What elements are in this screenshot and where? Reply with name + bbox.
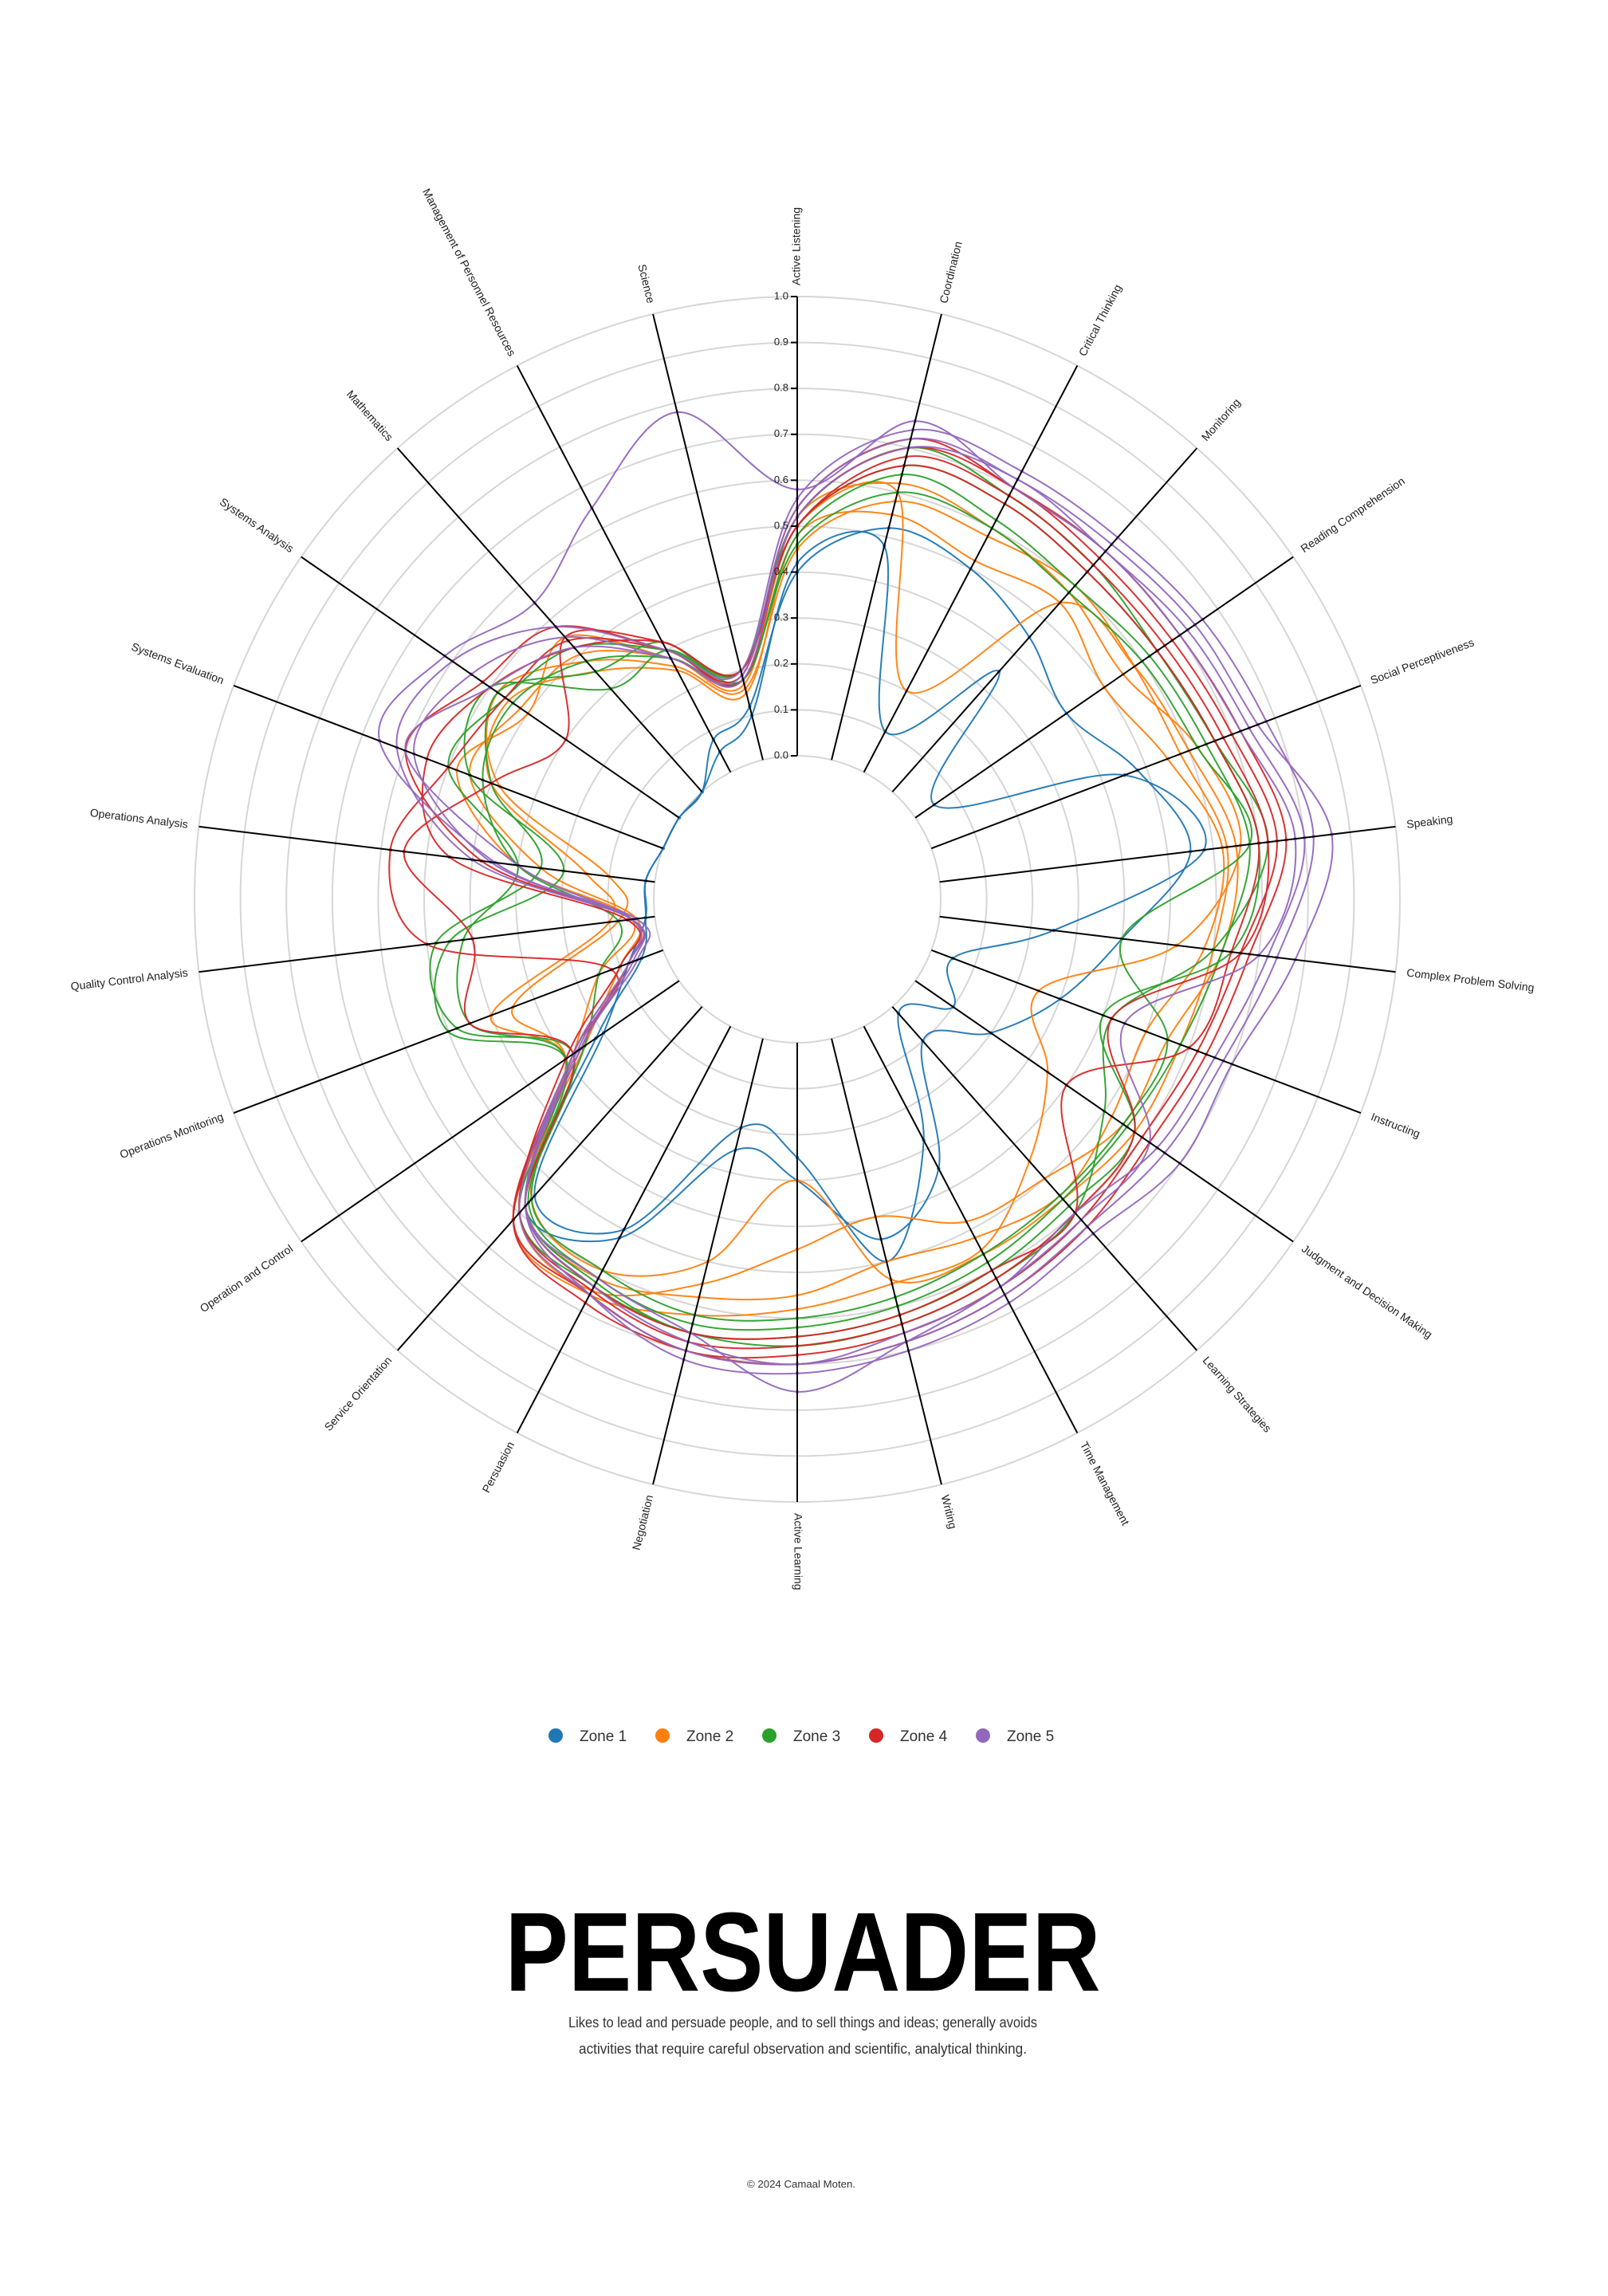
axis-label: Operations Analysis <box>89 806 189 831</box>
axis-label: Active Listening <box>790 207 803 285</box>
axis-line <box>891 1006 1198 1351</box>
axis-label: Judgment and Decision Making <box>1299 1242 1435 1341</box>
legend-label: Zone 1 <box>580 1728 627 1745</box>
axis-line <box>199 915 655 973</box>
axis-line <box>831 1038 942 1485</box>
legend-swatch <box>976 1728 990 1743</box>
axis-label: Complex Problem Solving <box>1406 966 1535 994</box>
legend-item-zone-2: Zone 2 <box>655 1728 733 1745</box>
axis-line <box>233 949 664 1115</box>
axis-line <box>939 825 1396 883</box>
axis-label: Instructing <box>1370 1110 1422 1140</box>
series-line-zone-4 <box>421 455 1270 1350</box>
tick-label: 1.0 <box>774 289 788 301</box>
legend-swatch <box>762 1728 776 1743</box>
legend-label: Zone 5 <box>1007 1728 1054 1745</box>
series-line-zone-5 <box>413 437 1334 1375</box>
axis-label: Mathematics <box>344 387 396 443</box>
series-line-zone-3 <box>482 491 1252 1322</box>
axis-line <box>891 447 1198 792</box>
tick-label: 0.4 <box>774 565 788 577</box>
series-line-zone-2 <box>486 500 1229 1284</box>
axis-line <box>914 980 1294 1243</box>
axis-line <box>516 365 732 773</box>
axis-label: Critical Thinking <box>1076 282 1124 358</box>
radar-chart: Active Listening Coordination Critical Thi… <box>70 187 1535 1590</box>
legend: Zone 1 Zone 2 Zone 3 Zone 4 Zone 5 <box>548 1728 1054 1745</box>
legend-swatch <box>548 1728 563 1743</box>
tick-label: 0.3 <box>774 611 788 623</box>
tick-label: 0.9 <box>774 336 788 348</box>
axis-label: Active Learning <box>792 1513 804 1590</box>
axis-line <box>396 447 703 792</box>
axis-label: Operations Monitoring <box>118 1110 225 1161</box>
grid-circle <box>607 709 988 1090</box>
axis-line <box>863 1025 1079 1433</box>
series-line-zone-4 <box>388 446 1278 1359</box>
axis-label: Learning Strategies <box>1201 1354 1274 1434</box>
axis-label: Quality Control Analysis <box>70 966 189 993</box>
axis-line <box>652 1038 764 1485</box>
axis-label: Social Perceptiveness <box>1369 635 1476 686</box>
axis-line <box>939 915 1396 973</box>
axis-line <box>930 684 1362 850</box>
tick-label: 0.6 <box>774 474 788 486</box>
axis-line <box>914 556 1294 819</box>
axis-line <box>301 556 680 819</box>
axis-label: Negotiation <box>630 1493 655 1551</box>
series-line-zone-2 <box>485 510 1225 1301</box>
tick-label: 0.0 <box>774 749 788 761</box>
axis-label: Operation and Control <box>198 1242 295 1315</box>
series-line-zone-4 <box>403 464 1260 1340</box>
axis-label: Time Management <box>1078 1439 1132 1527</box>
tick-label: 0.7 <box>774 427 788 439</box>
axis-label: Speaking <box>1406 812 1453 831</box>
axis-line <box>301 980 680 1243</box>
legend-item-zone-4: Zone 4 <box>869 1728 948 1745</box>
axis-line <box>652 313 764 761</box>
axis-label: Science <box>635 263 658 305</box>
axis-line <box>863 365 1079 773</box>
copyright-footer: © 2024 Camaal Moten. <box>747 2178 855 2190</box>
legend-item-zone-3: Zone 3 <box>762 1728 840 1745</box>
axis-label: Reading Comprehension <box>1298 474 1407 555</box>
axis-label: Coordination <box>937 240 965 305</box>
axis-label: Writing <box>939 1493 960 1530</box>
axis-line <box>233 684 664 850</box>
axis-line <box>396 1006 703 1351</box>
series-line-zone-3 <box>429 474 1251 1331</box>
axis-label: Persuasion <box>479 1439 517 1494</box>
tick-label: 0.5 <box>774 519 788 531</box>
description-line-1: Likes to lead and persuade people, and t… <box>568 2015 1037 2031</box>
legend-item-zone-1: Zone 1 <box>548 1728 627 1745</box>
axis-line <box>831 313 942 761</box>
poster-title: PERSUADER <box>505 1889 1101 2015</box>
axes: Active Listening Coordination Critical Thi… <box>70 187 1535 1590</box>
legend-swatch <box>655 1728 670 1743</box>
axis-line <box>930 949 1362 1115</box>
axis-label: Systems Evaluation <box>130 640 226 687</box>
axis-line <box>516 1025 732 1433</box>
axis-label: Systems Analysis <box>218 495 297 555</box>
legend-label: Zone 2 <box>686 1728 733 1745</box>
axis-label: Service Orientation <box>321 1354 394 1433</box>
series-line-zone-5 <box>404 446 1306 1366</box>
tick-label: 0.1 <box>774 703 788 715</box>
axis-line <box>199 825 655 883</box>
legend-item-zone-5: Zone 5 <box>976 1728 1054 1745</box>
tick-label: 0.2 <box>774 657 788 669</box>
legend-label: Zone 4 <box>900 1728 948 1745</box>
description-line-2: activities that require careful observat… <box>579 2041 1027 2057</box>
legend-swatch <box>869 1728 883 1743</box>
axis-label: Monitoring <box>1199 396 1243 444</box>
tick-labels: 0.0 0.1 0.2 0.3 0.4 0.5 0.6 0.7 0.8 0.9 1.0 <box>774 289 797 761</box>
series-lines <box>377 410 1334 1394</box>
legend-label: Zone 3 <box>793 1728 840 1745</box>
tick-label: 0.8 <box>774 382 788 394</box>
axis-label: Management of Personnel Resources <box>420 187 518 359</box>
